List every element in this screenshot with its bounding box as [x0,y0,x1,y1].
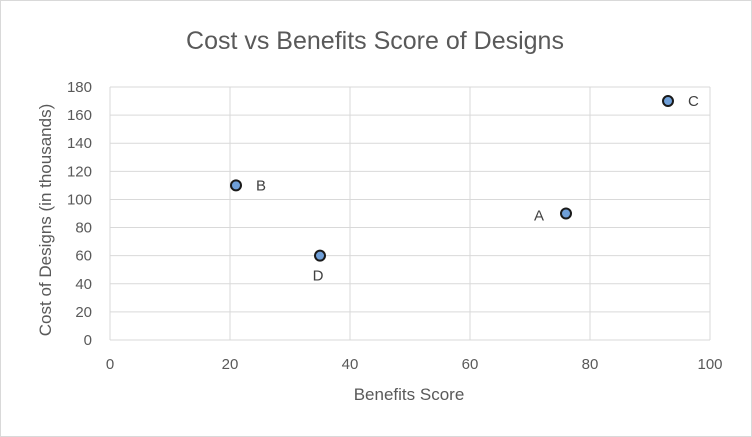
x-tick-label: 100 [697,356,722,373]
x-tick-label: 80 [582,356,599,373]
y-axis-tick-labels: 0 20 40 60 80 100 120 140 160 180 [67,79,92,349]
y-tick-label: 80 [75,220,92,237]
chart-title: Cost vs Benefits Score of Designs [186,27,564,55]
y-tick-label: 120 [67,163,92,180]
y-tick-label: 0 [84,332,92,349]
x-tick-label: 60 [462,356,479,373]
data-point-b [230,179,242,192]
x-axis-title: Benefits Score [354,385,465,404]
data-point-c [662,95,674,108]
horizontal-gridlines [110,86,710,341]
y-axis-title: Cost of Designs (in thousands) [36,104,55,336]
y-tick-label: 100 [67,191,92,208]
y-tick-label: 140 [67,135,92,152]
y-tick-label: 20 [75,304,92,321]
x-tick-label: 40 [342,356,359,373]
vertical-gridlines [109,87,711,340]
data-label-c: C [688,93,699,110]
y-tick-label: 60 [75,248,92,265]
y-tick-label: 160 [67,107,92,124]
x-axis-tick-labels: 0 20 40 60 80 100 [106,356,723,373]
data-label-b: B [256,177,266,194]
y-tick-label: 180 [67,79,92,96]
x-tick-label: 0 [106,356,114,373]
data-point-labels: A B C D [256,93,699,285]
data-points [230,95,674,262]
data-point-d [314,249,326,262]
data-label-a: A [534,208,544,225]
data-point-a [560,207,572,220]
x-tick-label: 20 [222,356,239,373]
data-label-d: D [313,268,324,285]
y-tick-label: 40 [75,276,92,293]
